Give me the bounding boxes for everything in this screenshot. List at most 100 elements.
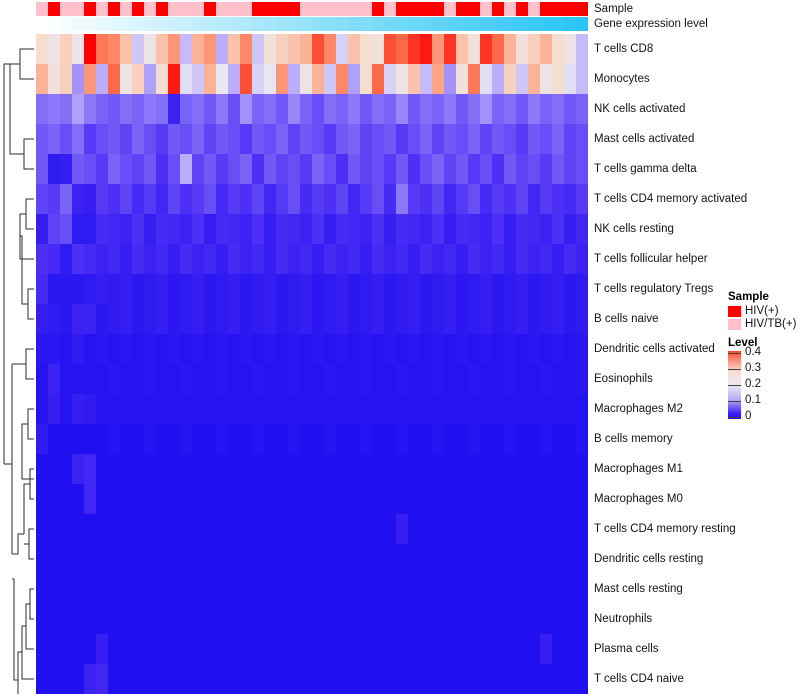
sample-annotation-cell bbox=[276, 2, 288, 16]
gene-expression-annotation-cell bbox=[228, 17, 240, 31]
heatmap-cell bbox=[384, 394, 396, 424]
gene-expression-annotation-cell bbox=[432, 17, 444, 31]
heatmap-cell bbox=[324, 304, 336, 334]
heatmap-cell bbox=[276, 664, 288, 694]
heatmap-cell bbox=[144, 484, 156, 514]
heatmap-cell bbox=[144, 424, 156, 454]
heatmap-cell bbox=[492, 574, 504, 604]
level-tick-mark bbox=[728, 417, 741, 418]
heatmap-cell bbox=[372, 364, 384, 394]
row-label: NK cells activated bbox=[594, 103, 686, 115]
heatmap-cell bbox=[504, 244, 516, 274]
sample-annotation-cell bbox=[480, 2, 492, 16]
heatmap-cell bbox=[420, 484, 432, 514]
gene-expression-annotation-cell bbox=[420, 17, 432, 31]
heatmap-cell bbox=[264, 184, 276, 214]
heatmap-cell bbox=[288, 124, 300, 154]
heatmap-cell bbox=[540, 544, 552, 574]
heatmap-cell bbox=[36, 64, 48, 94]
heatmap-cell bbox=[540, 94, 552, 124]
gene-expression-annotation-label: Gene expression level bbox=[594, 18, 708, 30]
heatmap-cell bbox=[252, 664, 264, 694]
heatmap-cell bbox=[576, 94, 588, 124]
gene-expression-annotation-cell bbox=[408, 17, 420, 31]
heatmap-cell bbox=[540, 334, 552, 364]
heatmap-cell bbox=[132, 664, 144, 694]
heatmap-cell bbox=[408, 424, 420, 454]
heatmap-cell bbox=[300, 604, 312, 634]
heatmap-cell bbox=[252, 424, 264, 454]
heatmap-cell bbox=[120, 544, 132, 574]
heatmap-cell bbox=[72, 454, 84, 484]
heatmap-cell bbox=[384, 634, 396, 664]
heatmap-cell bbox=[84, 154, 96, 184]
row-label: B cells naive bbox=[594, 313, 659, 325]
heatmap-cell bbox=[456, 94, 468, 124]
heatmap-cell bbox=[348, 664, 360, 694]
heatmap-cell bbox=[228, 604, 240, 634]
heatmap-cell bbox=[240, 454, 252, 484]
heatmap-cell bbox=[144, 364, 156, 394]
heatmap-cell bbox=[204, 544, 216, 574]
heatmap-cell bbox=[468, 154, 480, 184]
heatmap-cell bbox=[348, 124, 360, 154]
heatmap-cell bbox=[48, 214, 60, 244]
legend-item-hivtb: HIV/TB(+) bbox=[728, 318, 800, 331]
heatmap-cell bbox=[540, 394, 552, 424]
gene-expression-annotation-cell bbox=[132, 17, 144, 31]
heatmap-cell bbox=[372, 604, 384, 634]
heatmap-cell bbox=[228, 184, 240, 214]
gene-expression-annotation-cell bbox=[540, 17, 552, 31]
heatmap-cell bbox=[492, 94, 504, 124]
heatmap-cell bbox=[264, 64, 276, 94]
heatmap-cell bbox=[540, 574, 552, 604]
heatmap-cell bbox=[408, 64, 420, 94]
heatmap-cell bbox=[528, 484, 540, 514]
heatmap-cell bbox=[312, 274, 324, 304]
heatmap-cell bbox=[84, 214, 96, 244]
row-label: NK cells resting bbox=[594, 223, 674, 235]
heatmap-cell bbox=[396, 244, 408, 274]
heatmap-cell bbox=[144, 154, 156, 184]
heatmap-cell bbox=[300, 574, 312, 604]
heatmap-cell bbox=[120, 184, 132, 214]
heatmap-cell bbox=[264, 34, 276, 64]
heatmap-cell bbox=[492, 274, 504, 304]
heatmap-cell bbox=[408, 184, 420, 214]
heatmap-cell bbox=[360, 364, 372, 394]
heatmap-cell bbox=[480, 574, 492, 604]
heatmap-cell bbox=[492, 154, 504, 184]
heatmap-cell bbox=[516, 154, 528, 184]
heatmap-cell bbox=[468, 514, 480, 544]
heatmap-cell bbox=[468, 454, 480, 484]
heatmap-cell bbox=[432, 454, 444, 484]
heatmap-cell bbox=[420, 574, 432, 604]
heatmap-cell bbox=[312, 304, 324, 334]
heatmap-cell bbox=[552, 604, 564, 634]
heatmap-cell bbox=[192, 184, 204, 214]
heatmap-cell bbox=[360, 64, 372, 94]
heatmap-cell bbox=[144, 64, 156, 94]
level-tick-label: 0.2 bbox=[745, 378, 761, 390]
heatmap-cell bbox=[420, 664, 432, 694]
heatmap-row bbox=[36, 184, 588, 214]
heatmap-cell bbox=[144, 214, 156, 244]
heatmap-cell bbox=[564, 394, 576, 424]
heatmap-cell bbox=[360, 334, 372, 364]
heatmap-cell bbox=[540, 364, 552, 394]
heatmap-cell bbox=[528, 214, 540, 244]
heatmap-cell bbox=[528, 634, 540, 664]
heatmap-cell bbox=[60, 304, 72, 334]
heatmap-cell bbox=[228, 244, 240, 274]
heatmap-cell bbox=[372, 634, 384, 664]
heatmap-cell bbox=[36, 154, 48, 184]
heatmap-cell bbox=[216, 364, 228, 394]
heatmap-cell bbox=[324, 604, 336, 634]
heatmap-cell bbox=[408, 574, 420, 604]
heatmap-cell bbox=[48, 304, 60, 334]
heatmap-cell bbox=[60, 184, 72, 214]
heatmap-cell bbox=[480, 274, 492, 304]
heatmap-cell bbox=[96, 274, 108, 304]
heatmap-cell bbox=[108, 604, 120, 634]
heatmap-row bbox=[36, 334, 588, 364]
